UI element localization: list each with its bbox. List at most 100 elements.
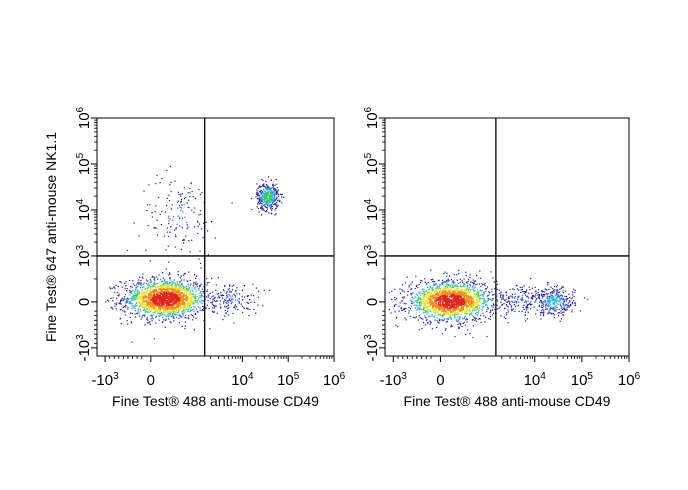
event-dot <box>452 310 454 312</box>
event-dot <box>152 314 154 316</box>
event-dot <box>514 305 516 307</box>
event-dot <box>272 191 274 193</box>
event-dot <box>273 203 275 205</box>
event-dot <box>446 308 448 310</box>
event-dot <box>456 320 458 322</box>
event-dot <box>444 294 446 297</box>
event-dot <box>443 319 445 321</box>
event-dot <box>418 292 420 294</box>
event-dot <box>168 220 170 222</box>
event-dot <box>134 304 136 306</box>
event-dot <box>151 276 153 278</box>
event-dot <box>401 300 403 302</box>
event-dot <box>405 303 407 305</box>
event-dot <box>431 307 433 309</box>
event-dot <box>518 289 520 291</box>
event-dot <box>548 288 550 290</box>
event-dot <box>262 184 264 186</box>
event-dot <box>426 297 429 300</box>
event-dot <box>194 306 196 308</box>
event-dot <box>222 294 225 297</box>
event-dot <box>574 289 576 291</box>
event-dot <box>166 284 168 286</box>
event-dot <box>570 304 572 306</box>
event-dot <box>471 306 473 309</box>
event-dot <box>274 198 276 201</box>
event-dot <box>391 290 393 292</box>
event-dot <box>462 306 464 309</box>
event-dot <box>125 304 127 306</box>
event-dot <box>479 318 481 320</box>
event-dot <box>441 319 444 321</box>
event-dot <box>195 298 197 300</box>
event-dot <box>420 318 422 320</box>
event-dot <box>465 301 467 303</box>
event-dot <box>172 312 175 314</box>
event-dot <box>201 299 203 301</box>
event-dot <box>160 285 162 288</box>
event-dot <box>466 305 468 308</box>
event-dot <box>494 308 496 311</box>
event-dot <box>475 295 477 297</box>
event-dot <box>155 310 158 313</box>
event-dot <box>397 326 399 328</box>
event-dot <box>554 299 556 301</box>
event-dot <box>468 299 471 302</box>
event-dot <box>394 299 396 301</box>
event-dot <box>459 301 461 303</box>
event-dot <box>267 195 269 197</box>
event-dot <box>139 315 141 317</box>
event-dot <box>551 301 553 303</box>
event-dot <box>142 286 144 288</box>
event-dot <box>460 304 463 306</box>
event-dot <box>146 308 148 310</box>
event-dot <box>154 226 156 229</box>
event-dot <box>485 288 487 290</box>
event-dot <box>150 310 152 313</box>
event-dot <box>439 288 442 291</box>
event-dot <box>543 310 545 312</box>
event-dot <box>261 203 263 205</box>
event-dot <box>558 291 561 293</box>
event-dot <box>512 301 514 303</box>
event-dot <box>554 289 556 291</box>
event-dot <box>447 309 449 312</box>
event-dot <box>555 306 557 308</box>
event-dot <box>192 290 194 292</box>
event-dot <box>188 271 190 273</box>
event-dot <box>135 302 137 304</box>
event-dot <box>506 312 508 314</box>
event-dot <box>158 307 160 309</box>
event-dot <box>457 282 460 284</box>
event-dot <box>507 322 509 324</box>
event-dot <box>503 316 505 318</box>
event-dot <box>465 302 467 305</box>
event-dot <box>185 306 187 308</box>
event-dot <box>213 304 215 307</box>
event-dot <box>439 306 441 308</box>
event-dot <box>255 287 257 289</box>
event-dot <box>150 308 153 311</box>
event-dot <box>185 288 187 290</box>
event-dot <box>489 312 491 314</box>
event-dot <box>565 290 567 292</box>
event-dot <box>462 317 464 319</box>
event-dot <box>260 199 262 202</box>
event-dot <box>534 296 536 298</box>
event-dot <box>225 292 228 294</box>
event-dot <box>168 274 170 276</box>
event-dot <box>459 291 462 293</box>
event-dot <box>184 328 186 330</box>
event-dot <box>427 292 430 295</box>
event-dot <box>458 295 461 297</box>
event-dot <box>553 306 555 308</box>
event-dot <box>155 205 157 207</box>
event-dot <box>451 311 453 314</box>
event-dot <box>190 299 193 302</box>
event-dot <box>529 308 532 310</box>
event-dot <box>159 310 161 313</box>
event-dot <box>447 318 449 320</box>
event-dot <box>217 277 219 279</box>
event-dot <box>446 301 448 304</box>
event-dot <box>431 328 433 330</box>
